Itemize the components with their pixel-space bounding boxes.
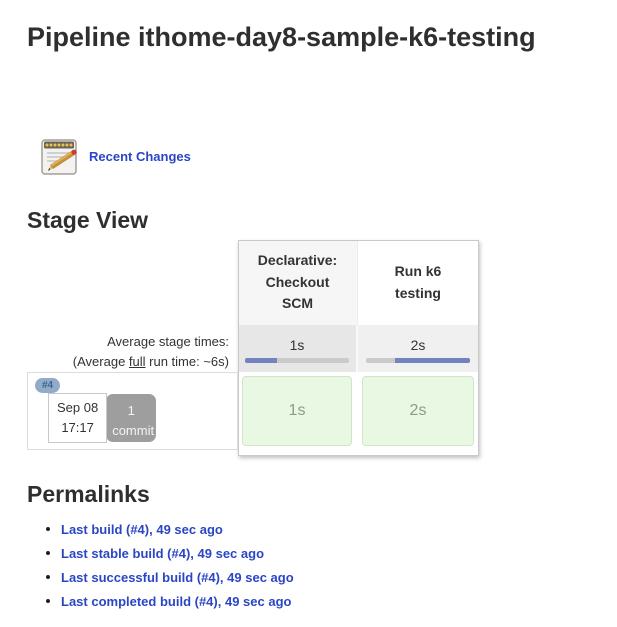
permalinks-title: Permalinks	[27, 481, 150, 507]
last-stable-build-link[interactable]: Last stable build (#4), 49 sec ago	[61, 546, 265, 561]
average-label-line2: (Average full run time: ~6s)	[72, 354, 229, 370]
stage-result-success-1[interactable]: 1s	[242, 376, 352, 446]
build-date: Sep 08	[57, 400, 99, 415]
list-item: Last successful build (#4), 49 sec ago	[46, 569, 294, 587]
full-run-time-term: full	[128, 354, 146, 370]
stage-result-cell-2: 2s	[358, 372, 478, 450]
last-successful-build-link[interactable]: Last successful build (#4), 49 sec ago	[61, 570, 294, 585]
average-cell-stage-2: 2s	[358, 325, 478, 372]
average-stage-times-row: Average stage times: (Average full run t…	[27, 325, 479, 372]
last-completed-build-link[interactable]: Last completed build (#4), 49 sec ago	[61, 594, 292, 609]
stage-header-spacer	[27, 240, 238, 325]
bar-fill	[395, 357, 470, 363]
build-number-badge[interactable]: #4	[35, 378, 61, 393]
average-time-stage-2: 2s	[410, 336, 426, 353]
stage-result-cell-1: 1s	[238, 372, 358, 450]
build-info-cell: #4 Sep 08 17:17 1 commit	[27, 372, 238, 450]
commit-word: commit	[112, 422, 155, 438]
stage-view-title: Stage View	[27, 207, 149, 233]
build-widgets: Sep 08 17:17 1 commit	[48, 393, 157, 444]
build-timestamp: Sep 08 17:17	[48, 393, 108, 444]
list-item: Last completed build (#4), 49 sec ago	[46, 593, 294, 611]
build-time: 17:17	[61, 420, 94, 436]
average-stage-times-label: Average stage times: (Average full run t…	[27, 325, 238, 372]
recent-changes-row: Recent Changes	[39, 134, 191, 178]
build-row: #4 Sep 08 17:17 1 commit 1s 2s	[27, 372, 479, 450]
average-time-bar-stage-1	[245, 357, 349, 363]
page-title: Pipeline ithome-day8-sample-k6-testing	[27, 22, 536, 52]
stage-view-table: Declarative: Checkout SCM Run k6 testing…	[27, 240, 479, 456]
average-time-bar-stage-2	[366, 357, 470, 363]
permalinks-list: Last build (#4), 49 sec ago Last stable …	[46, 521, 294, 617]
list-item: Last stable build (#4), 49 sec ago	[46, 545, 294, 563]
stage-result-success-2[interactable]: 2s	[362, 376, 474, 446]
stage-header-row: Declarative: Checkout SCM Run k6 testing	[27, 240, 479, 325]
last-build-link[interactable]: Last build (#4), 49 sec ago	[61, 522, 223, 537]
commit-count-chip[interactable]: 1 commit	[106, 394, 157, 443]
stage-column-header-declarative-checkout-scm: Declarative: Checkout SCM	[238, 240, 358, 325]
bar-fill	[245, 357, 278, 363]
list-item: Last build (#4), 49 sec ago	[46, 521, 294, 539]
average-time-stage-1: 1s	[289, 336, 305, 353]
average-cell-stage-1: 1s	[238, 325, 358, 372]
stage-column-header-run-k6-testing: Run k6 testing	[358, 240, 478, 325]
recent-changes-link[interactable]: Recent Changes	[89, 148, 191, 164]
notepad-pencil-icon	[41, 139, 77, 175]
commit-count: 1	[127, 403, 135, 419]
average-label-line1: Average stage times:	[107, 334, 229, 349]
